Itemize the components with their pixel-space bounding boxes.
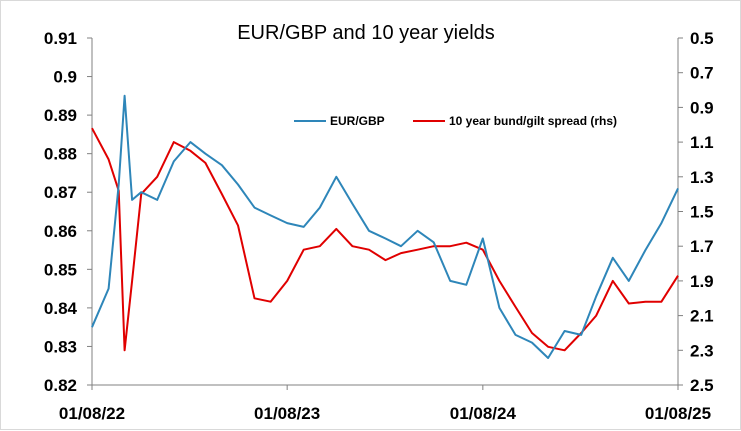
legend: EUR/GBP 10 year bund/gilt spread (rhs) bbox=[294, 114, 617, 128]
legend-label: 10 year bund/gilt spread (rhs) bbox=[449, 114, 617, 128]
right-tick-label: 0.7 bbox=[690, 64, 714, 83]
right-tick-label: 1.5 bbox=[690, 203, 714, 222]
left-tick-label: 0.91 bbox=[44, 29, 77, 48]
left-tick-label: 0.89 bbox=[44, 106, 77, 125]
left-tick-label: 0.86 bbox=[44, 222, 77, 241]
left-tick-label: 0.85 bbox=[44, 260, 77, 279]
left-tick-label: 0.88 bbox=[44, 145, 77, 164]
right-tick-label: 2.1 bbox=[690, 307, 714, 326]
eurgbp-series-line bbox=[91, 94, 679, 359]
axes: 0.91 0.9 0.89 0.88 0.87 0.86 0.85 0.84 0.83 0.82 0… bbox=[44, 29, 714, 423]
series-layer bbox=[91, 94, 679, 359]
x-tick-label: 01/08/25 bbox=[645, 404, 711, 423]
right-tick-label: 0.5 bbox=[690, 29, 714, 48]
right-tick-label: 1.7 bbox=[690, 237, 714, 256]
left-tick-label: 0.87 bbox=[44, 183, 77, 202]
legend-label: EUR/GBP bbox=[330, 114, 385, 128]
right-tick-label: 0.9 bbox=[690, 98, 714, 117]
x-tick-label: 01/08/23 bbox=[254, 404, 320, 423]
right-tick-label: 1.1 bbox=[690, 133, 714, 152]
spread-series-line bbox=[91, 127, 679, 352]
right-tick-label: 1.3 bbox=[690, 168, 714, 187]
right-tick-label: 2.3 bbox=[690, 341, 714, 360]
left-tick-label: 0.84 bbox=[44, 299, 78, 318]
left-tick-label: 0.9 bbox=[53, 68, 77, 87]
chart-title: EUR/GBP and 10 year yields bbox=[237, 22, 495, 44]
x-tick-label: 01/08/22 bbox=[59, 404, 125, 423]
left-tick-label: 0.82 bbox=[44, 376, 77, 395]
right-tick-label: 2.5 bbox=[690, 376, 714, 395]
x-tick-label: 01/08/24 bbox=[450, 404, 517, 423]
right-tick-label: 1.9 bbox=[690, 272, 714, 291]
left-tick-label: 0.83 bbox=[44, 337, 77, 356]
